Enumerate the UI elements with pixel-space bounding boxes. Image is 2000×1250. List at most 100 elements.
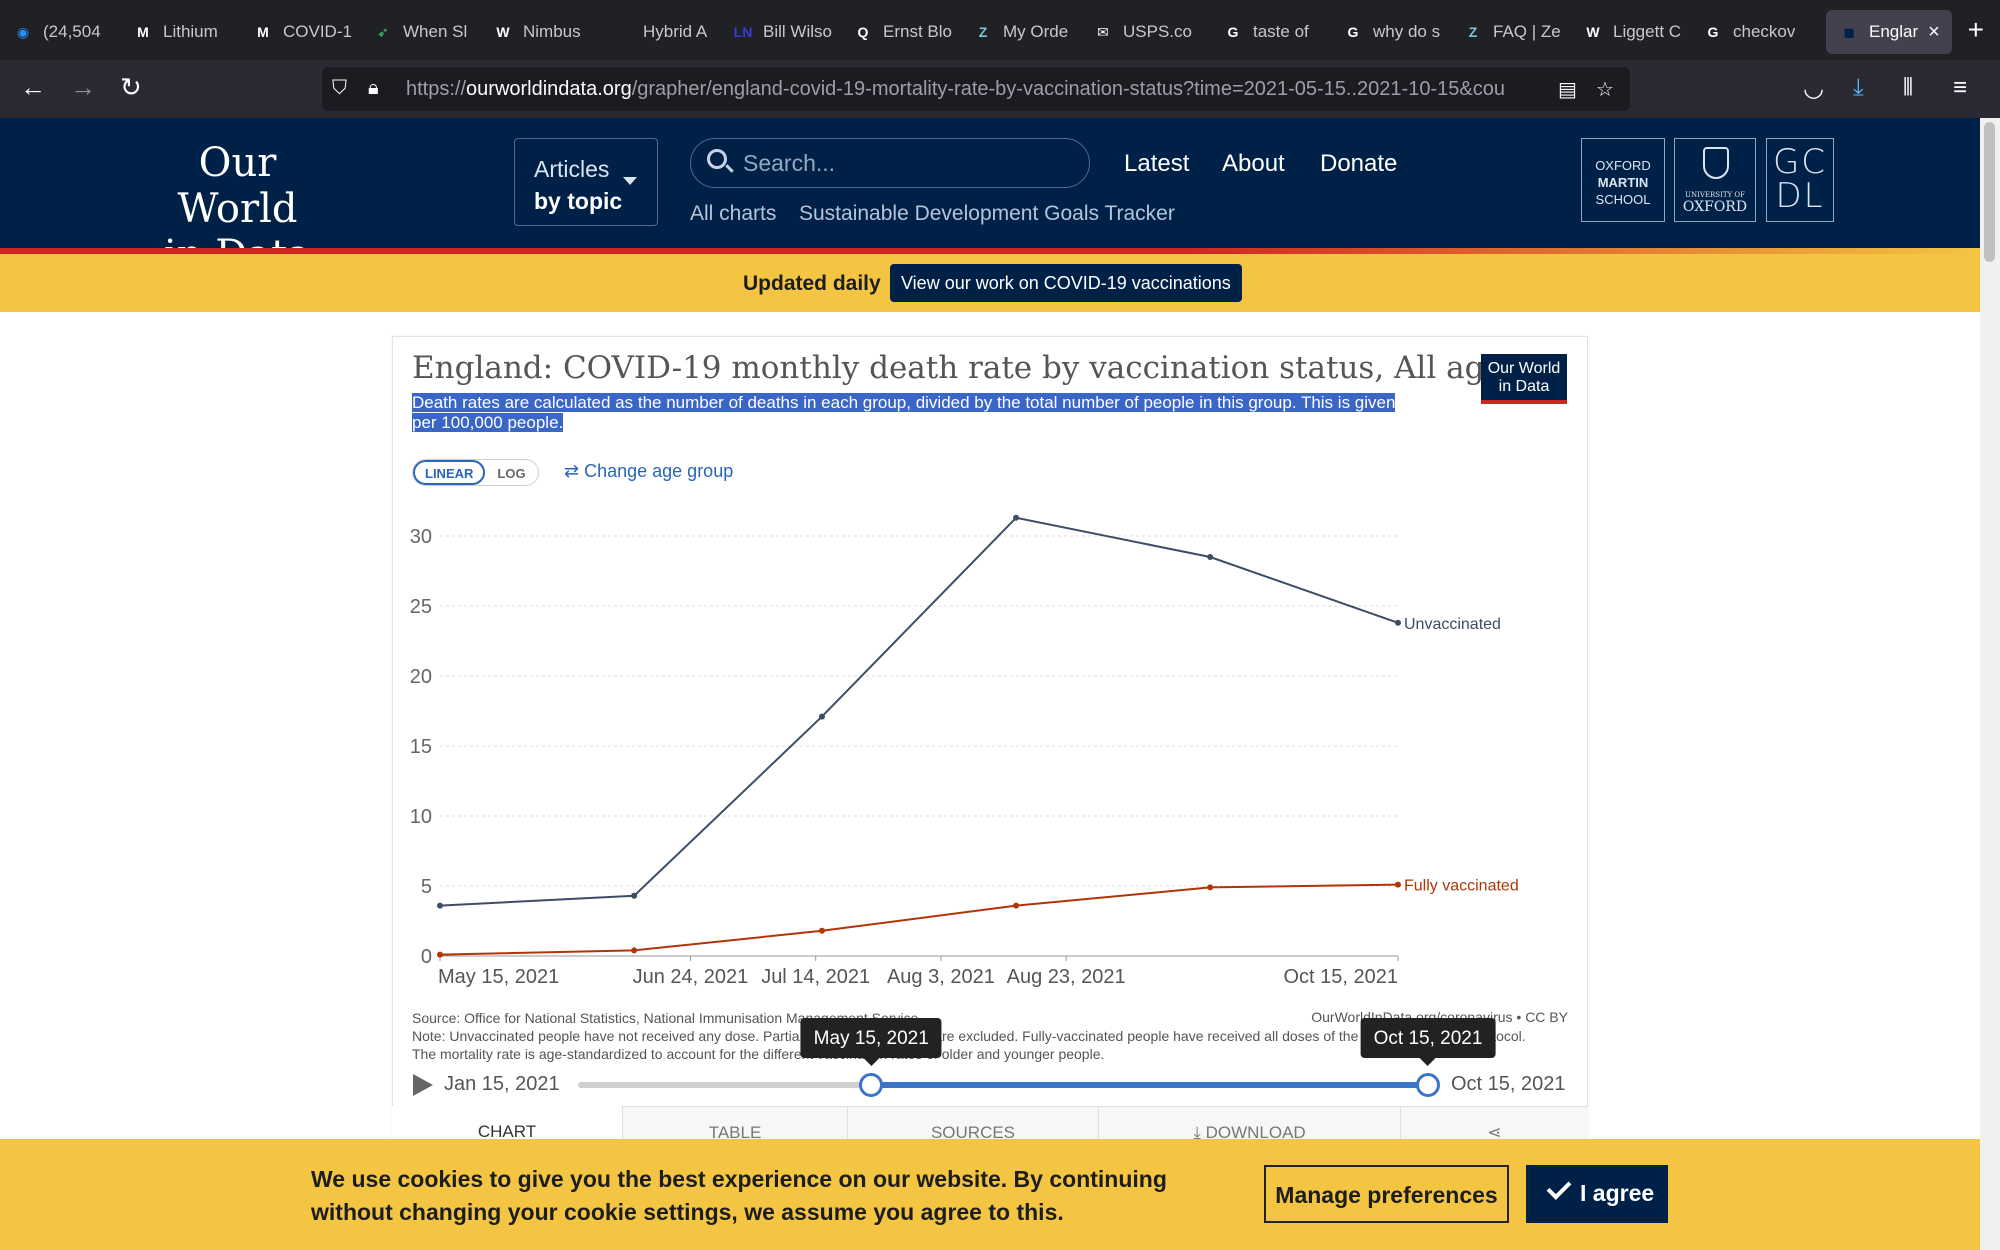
browser-tab[interactable]: Q Ernst Blo [852, 10, 952, 54]
url-text[interactable]: https://ourworldindata.org/grapher/engla… [406, 78, 1505, 100]
menu-hamburger-icon[interactable]: ≡ [1953, 74, 1968, 101]
medium-m-icon: M [137, 24, 149, 40]
back-arrow-icon[interactable]: ← [20, 72, 46, 102]
y-tick-label: 15 [410, 736, 432, 758]
browser-tab-label: FAQ | Ze [1493, 22, 1561, 41]
data-point [1207, 884, 1214, 891]
lock-icon[interactable]: 🔒︎ [368, 77, 379, 99]
new-tab-plus-icon[interactable]: + [1967, 14, 1984, 45]
search-input[interactable]: Search... [690, 138, 1090, 188]
articles-by-topic-button[interactable]: Articles by topic [514, 138, 658, 226]
series-line [439, 516, 1399, 907]
x-tick-label: Aug 3, 2021 [887, 966, 995, 988]
browser-tab[interactable]: Hybrid A [612, 10, 707, 54]
browser-tab[interactable]: LN Bill Wilso [732, 10, 832, 54]
change-age-label: Change age group [584, 461, 734, 481]
browser-tab[interactable]: ◼ Englar × [1826, 10, 1952, 54]
browser-tab[interactable]: ✉ USPS.co [1092, 10, 1192, 54]
log-scale-button[interactable]: LOG [497, 466, 526, 481]
x-tick-label: Oct 15, 2021 [1283, 966, 1398, 988]
browser-tab-label: why do s [1373, 22, 1441, 41]
update-notice-bar: Updated daily View our work on COVID-19 … [0, 254, 1980, 312]
nav-latest[interactable]: Latest [1124, 150, 1190, 177]
articles-label: Articles [534, 156, 610, 182]
timeline-start-tooltip: May 15, 2021 [800, 1018, 942, 1066]
tab-sources[interactable]: SOURCES [847, 1106, 1098, 1142]
reload-icon[interactable]: ↻ [120, 72, 142, 102]
zendesk-z-icon: Z [978, 24, 988, 40]
vaccinations-link-button[interactable]: View our work on COVID-19 vaccinations [890, 264, 1242, 302]
browser-tab[interactable]: M Lithium [132, 10, 218, 54]
browser-tab[interactable]: ◉ (24,504 [12, 10, 101, 54]
data-point [1395, 619, 1401, 626]
ln-icon: LN [733, 24, 753, 40]
data-point [818, 713, 825, 720]
tab-chart[interactable]: CHART [392, 1106, 622, 1142]
cookie-consent-bar: We use cookies to give you the best expe… [0, 1139, 1980, 1250]
pocket-icon[interactable]: ◡ [1803, 75, 1824, 102]
timeline-selected-range[interactable] [871, 1082, 1428, 1088]
chart-subtitle-text: Death rates are calculated as the number… [412, 393, 1396, 432]
tab-share[interactable]: ⋖ [1400, 1106, 1588, 1142]
bookmark-star-icon[interactable]: ☆ [1596, 79, 1614, 101]
timeline-end-handle[interactable] [1416, 1073, 1440, 1097]
gcdl-logo[interactable]: GC DL [1766, 138, 1834, 222]
data-point [631, 947, 638, 954]
page-scrollbar[interactable] [1980, 118, 2000, 1250]
nav-about[interactable]: About [1222, 150, 1285, 177]
timeline-end-tooltip: Oct 15, 2021 [1360, 1018, 1496, 1066]
library-icon[interactable]: ⫴ [1903, 74, 1914, 101]
data-point [1013, 902, 1020, 909]
linear-scale-button[interactable]: LINEAR [413, 460, 486, 485]
search-placeholder: Search... [743, 150, 836, 176]
nav-donate[interactable]: Donate [1320, 150, 1398, 177]
manage-preferences-button[interactable]: Manage preferences [1264, 1165, 1509, 1223]
cookie-message: We use cookies to give you the best expe… [311, 1166, 1167, 1225]
data-point [1395, 881, 1401, 888]
forward-arrow-icon[interactable]: → [70, 72, 96, 102]
checkmark-icon [1546, 1175, 1572, 1200]
x-tick-label: Jul 14, 2021 [761, 966, 870, 988]
browser-tab[interactable]: M COVID-1 [252, 10, 352, 54]
search-icon [707, 149, 727, 169]
play-icon[interactable] [413, 1074, 433, 1096]
reader-view-icon[interactable]: ▤ [1558, 79, 1577, 101]
browser-tab-label: Bill Wilso [763, 22, 832, 41]
blank-icon [612, 21, 634, 43]
download-icon[interactable]: ⤓ [1853, 74, 1864, 101]
timeline-start-handle[interactable] [859, 1073, 884, 1097]
university-of-oxford-logo[interactable]: UNIVERSITY OF OXFORD [1674, 138, 1756, 222]
browser-tab-label: (24,504 [43, 22, 101, 41]
tab-download[interactable]: ⤓ DOWNLOAD [1098, 1106, 1400, 1142]
agree-button[interactable]: I agree [1526, 1165, 1668, 1223]
tab-close-icon[interactable]: × [1928, 20, 1940, 43]
browser-tab[interactable]: ➶ When Sl [372, 10, 467, 54]
tracking-shield-icon[interactable]: ⛉ [332, 77, 347, 99]
nav-all-charts[interactable]: All charts [690, 202, 777, 225]
y-tick-label: 30 [410, 526, 432, 548]
url-bar[interactable]: ⛉ 🔒︎ https://ourworldindata.org/grapher/… [322, 67, 1630, 111]
browser-tab[interactable]: Z My Orde [972, 10, 1068, 54]
browser-tab[interactable]: W Liggett C [1582, 10, 1681, 54]
quora-icon: Q [857, 24, 869, 40]
tab-table[interactable]: TABLE [622, 1106, 847, 1142]
download-icon: ⤓ [1193, 1123, 1206, 1142]
y-tick-label: 5 [421, 876, 432, 898]
source-line[interactable]: Source: Office for National Statistics, … [412, 1010, 919, 1026]
feather-icon: ➶ [377, 23, 389, 40]
browser-tab[interactable]: Z FAQ | Ze [1462, 10, 1561, 54]
univ-small-text: UNIVERSITY OF [1685, 191, 1745, 199]
usps-eagle-icon: ✉ [1097, 23, 1109, 40]
oxford-crest-icon [1703, 147, 1729, 179]
browser-tab[interactable]: W Nimbus [492, 10, 581, 54]
oxford-martin-school-logo[interactable]: OXFORD MARTIN SCHOOL [1581, 138, 1665, 222]
site-header: Our World in Data Articles by topic Sear… [0, 118, 1980, 278]
browser-tab-label: Nimbus [523, 22, 581, 41]
change-age-group-button[interactable]: ⇄ Change age group [564, 461, 733, 482]
scrollbar-thumb[interactable] [1984, 122, 1995, 262]
owid-badge-logo[interactable]: Our World in Data [1481, 354, 1567, 404]
nav-sdg-tracker[interactable]: Sustainable Development Goals Tracker [799, 202, 1175, 225]
